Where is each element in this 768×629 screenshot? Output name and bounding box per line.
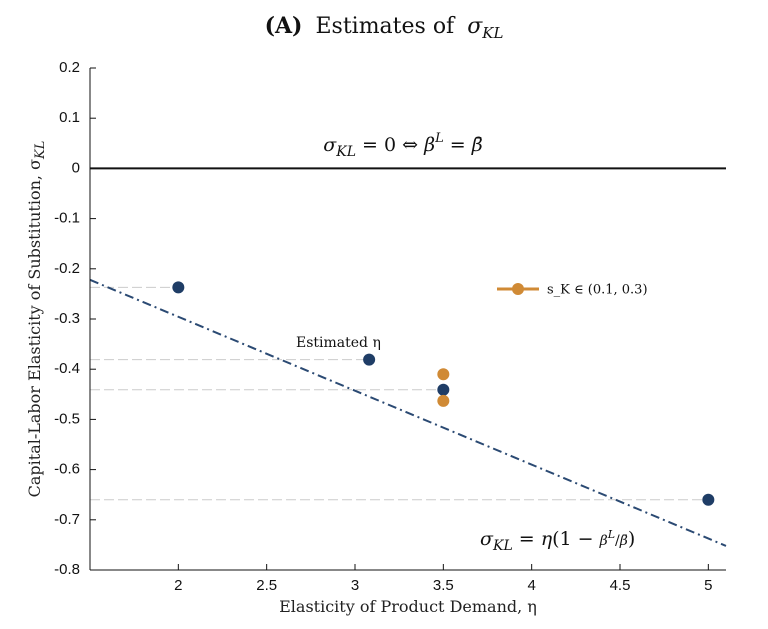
y-tick-label: 0.2	[59, 59, 80, 76]
data-point-blue	[702, 493, 715, 506]
chart-title: (A) Estimates of σKL	[265, 13, 504, 42]
data-point-blue	[363, 353, 376, 366]
x-axis-label: Elasticity of Product Demand, η	[279, 597, 537, 616]
y-axis-label: Capital-Labor Elasticity of Substitution…	[25, 141, 48, 498]
y-tick-label: -0.5	[54, 410, 80, 427]
chart-title-symbol: σ	[467, 14, 483, 39]
y-tick-label: 0	[72, 159, 80, 176]
y-tick-label: 0.1	[59, 109, 80, 126]
y-tick-label: -0.8	[54, 561, 80, 578]
y-tick-label: -0.7	[54, 511, 80, 528]
y-tick-label: -0.2	[54, 260, 80, 277]
dashdot-line	[89, 278, 727, 547]
chart-title-subscript: KL	[481, 24, 503, 42]
estimated-eta-label: Estimated η	[296, 335, 381, 351]
data-point-blue	[437, 383, 450, 396]
chart-title-text: Estimates of	[315, 14, 456, 39]
x-tick-label: 3.5	[433, 577, 454, 594]
x-tick-label: 3	[351, 577, 359, 594]
legend-marker-swatch	[512, 283, 524, 295]
y-axis-label-main: Capital-Labor Elasticity of Substitution…	[25, 159, 44, 497]
data-point-orange	[437, 368, 450, 381]
x-tick-label: 2.5	[256, 577, 277, 594]
reference-dashed-lines	[90, 286, 709, 501]
legend: s_K ∈ (0.1, 0.3)	[497, 283, 648, 298]
legend-entry-label: s_K ∈ (0.1, 0.3)	[547, 283, 648, 298]
data-points	[172, 281, 715, 506]
zero-line-annotation: σKL = 0 ⇔ βL = β̄	[323, 131, 482, 160]
y-tick-label: -0.1	[54, 210, 80, 227]
dashdot-line-group	[89, 278, 727, 547]
data-point-orange	[437, 394, 450, 407]
chart-title-prefix: (A)	[265, 13, 303, 39]
dashdot-line-annotation: σKL = η(1 − βL/β̄)	[480, 528, 635, 554]
y-axis-label-subscript: KL	[33, 141, 48, 160]
y-tick-label: -0.3	[54, 310, 80, 327]
x-tick-label: 4.5	[610, 577, 631, 594]
x-ticks: 2 2.5 3 3.5 4 4.5 5	[174, 564, 713, 594]
data-point-blue	[172, 281, 185, 294]
y-tick-label: -0.6	[54, 461, 80, 478]
y-ticks: 0.2 0.1 0 -0.1 -0.2 -0.3 -0.4 -0.5 -0.6 -0.7 -0.8	[54, 59, 96, 578]
y-tick-label: -0.4	[54, 360, 80, 377]
x-tick-label: 5	[704, 577, 712, 594]
x-tick-label: 4	[527, 577, 535, 594]
x-tick-label: 2	[174, 577, 182, 594]
